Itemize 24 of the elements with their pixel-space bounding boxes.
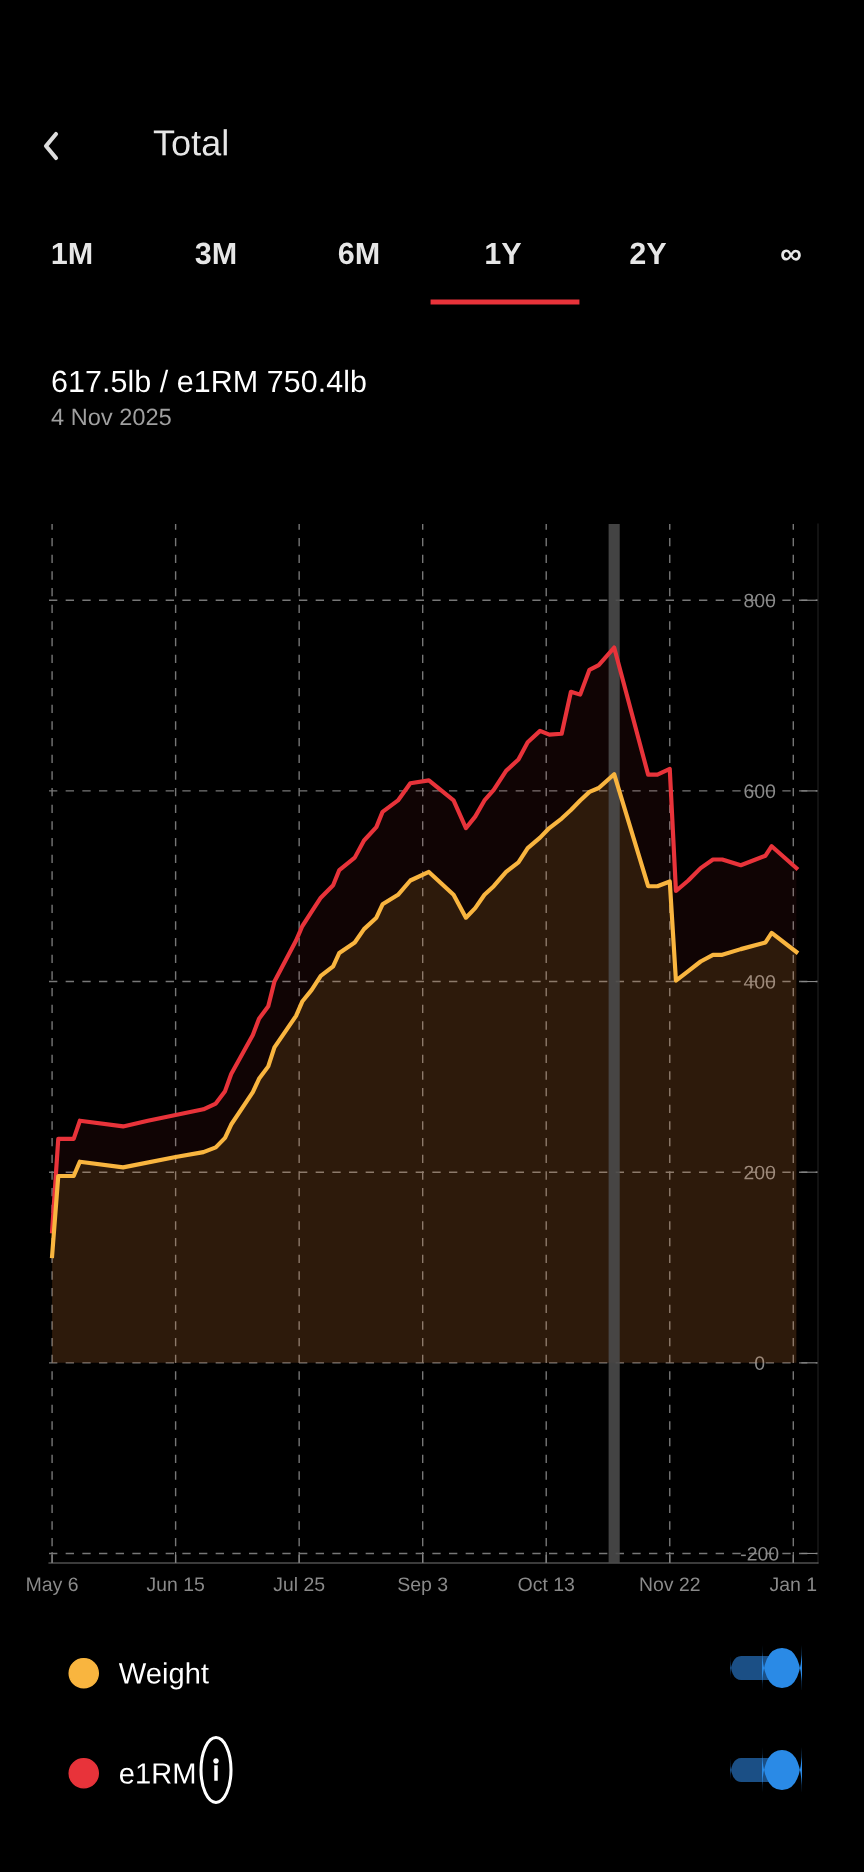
x-tick-label: May 6 <box>27 1577 78 1596</box>
x-tick-label: Jul 25 <box>273 1576 325 1592</box>
y-tick-label: 0 <box>755 1356 765 1371</box>
y-tick-label: 200 <box>744 1165 776 1180</box>
x-tick-label: Oct 13 <box>518 1577 575 1592</box>
text: 4 Nov 2025 <box>51 408 171 426</box>
y-tick-label: 400 <box>743 975 776 989</box>
y-tick-label: 800 <box>744 593 776 608</box>
text: 1Y <box>486 242 522 264</box>
chart-title: Total <box>153 129 227 156</box>
chart-subtitle: 617.5lb / e1RM 750.4lb <box>52 369 366 393</box>
text: 2Y <box>630 242 667 264</box>
text: 6M <box>338 242 379 265</box>
legend-label: e1RM <box>119 1763 195 1784</box>
text: 3M <box>195 242 236 265</box>
text: ∞ <box>781 249 801 261</box>
text: 1M <box>52 242 92 264</box>
x-tick-label: Jun 15 <box>146 1577 204 1592</box>
y-tick-label: -200 <box>741 1546 779 1561</box>
legend-label: Weight <box>118 1662 209 1690</box>
x-tick-label: Sep 3 <box>398 1577 448 1596</box>
y-tick-label: 600 <box>744 784 776 799</box>
x-tick-label: Nov 22 <box>640 1577 700 1592</box>
x-tick-label: Jan 1 <box>769 1577 817 1592</box>
